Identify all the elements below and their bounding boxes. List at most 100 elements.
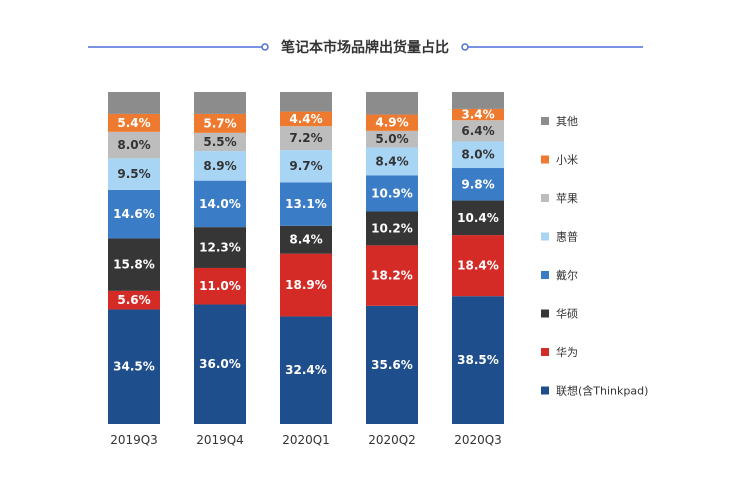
- x-tick-label: 2019Q3: [110, 433, 158, 447]
- bar-segment: [280, 111, 332, 127]
- legend-swatch: [541, 117, 549, 125]
- x-tick-label: 2020Q2: [368, 433, 416, 447]
- bar-segment: [280, 182, 332, 226]
- bar-segment: [452, 141, 504, 169]
- bar-segment: [366, 92, 418, 115]
- bar-data-label: 8.9%: [203, 159, 236, 173]
- bar-data-label: 18.2%: [371, 269, 413, 283]
- bar-segment: [108, 158, 160, 190]
- legend-swatch: [541, 386, 549, 395]
- x-tick-label: 2020Q3: [454, 433, 502, 447]
- bar-data-label: 13.1%: [285, 197, 327, 211]
- bar-segment: [366, 245, 418, 306]
- bar-segment: [366, 305, 418, 424]
- bar-data-label: 14.0%: [199, 197, 241, 211]
- bar-segment: [108, 290, 160, 310]
- bar-segment: [452, 168, 504, 201]
- bar-segment: [280, 316, 332, 424]
- bar-data-label: 3.4%: [461, 108, 494, 122]
- bar-data-label: 9.8%: [461, 177, 494, 191]
- bar-data-label: 4.9%: [375, 116, 408, 130]
- bar-data-label: 10.2%: [371, 221, 413, 235]
- bar-segment: [108, 189, 160, 239]
- bar-data-label: 9.5%: [117, 167, 150, 181]
- bar-data-label: 15.8%: [113, 258, 155, 272]
- bar-segment: [280, 253, 332, 317]
- bar-segment: [108, 131, 160, 159]
- bar-data-label: 10.9%: [371, 186, 413, 200]
- bar-segment: [194, 304, 246, 424]
- bar-segment: [194, 151, 246, 181]
- legend-label: 华硕: [556, 307, 578, 321]
- legend-label: 联想(含Thinkpad): [556, 384, 648, 398]
- bar-segment: [452, 120, 504, 142]
- legend-swatch: [541, 271, 549, 279]
- bar-segment: [366, 114, 418, 131]
- legend-label: 小米: [556, 154, 578, 167]
- bar-segment: [194, 180, 246, 228]
- bar-data-label: 35.6%: [371, 358, 413, 372]
- bar-data-label: 36.0%: [199, 357, 241, 371]
- bar-data-label: 9.7%: [289, 159, 322, 173]
- bar-data-label: 18.9%: [285, 278, 327, 292]
- bar-data-label: 8.4%: [289, 233, 322, 247]
- chart-title: 笔记本市场品牌出货量占比: [281, 39, 449, 56]
- title-decoration-dot-left: [261, 43, 269, 51]
- bar-segment: [280, 126, 332, 151]
- bars-group: 34.5% 5.6% 15.8% 14.6% 9.5% 8.0% 5.4% 36.0% 11.0…: [108, 92, 504, 424]
- legend-swatch: [541, 155, 549, 164]
- bar-segment: [108, 238, 160, 291]
- bar-data-label: 5.5%: [203, 135, 236, 149]
- bar-data-label: 14.6%: [113, 207, 155, 221]
- x-tick-label: 2019Q4: [196, 433, 244, 447]
- bar-segment: [366, 130, 418, 148]
- bar-segment: [194, 132, 246, 152]
- bar-data-label: 12.3%: [199, 241, 241, 255]
- bar-segment: [194, 227, 246, 268]
- bar-segment: [108, 92, 160, 114]
- bar-segment: [194, 92, 246, 114]
- legend-label: 华为: [556, 345, 578, 359]
- bar-segment: [452, 235, 504, 297]
- bar-segment: [452, 108, 504, 121]
- bar-segment: [108, 113, 160, 132]
- bar-segment: [194, 113, 246, 133]
- bar-segment: [452, 200, 504, 236]
- bar-data-label: 5.6%: [117, 293, 150, 307]
- bar-data-label: 7.2%: [289, 131, 322, 145]
- bar-segment: [366, 175, 418, 212]
- chart-title-group: 笔记本市场品牌出货量占比: [88, 39, 643, 56]
- bar-data-label: 5.4%: [117, 116, 150, 130]
- x-axis: 2019Q3 2019Q4 2020Q1 2020Q2 2020Q3: [110, 433, 502, 447]
- bar-segment: [452, 296, 504, 424]
- legend-swatch: [541, 348, 549, 356]
- bar-segment: [452, 92, 504, 109]
- bar-data-label: 5.0%: [375, 132, 408, 146]
- bar-data-label: 8.4%: [375, 154, 408, 168]
- bar-data-label: 8.0%: [461, 148, 494, 162]
- bar-data-label: 4.4%: [289, 112, 322, 126]
- bar-segment: [280, 150, 332, 183]
- bar-segment: [194, 267, 246, 305]
- legend-swatch: [541, 232, 549, 241]
- legend-label: 苹果: [556, 191, 578, 205]
- bar-segment: [366, 211, 418, 246]
- legend-swatch: [541, 309, 549, 318]
- bar-segment: [280, 92, 332, 112]
- bar-data-label: 34.5%: [113, 360, 155, 374]
- legend-label: 戴尔: [556, 268, 578, 282]
- bar-data-label: 32.4%: [285, 363, 327, 377]
- title-decoration-dot-right: [461, 43, 469, 51]
- bar-data-label: 18.4%: [457, 259, 499, 273]
- bar-data-label: 38.5%: [457, 353, 499, 367]
- legend-label: 其他: [556, 115, 578, 128]
- bar-data-label: 8.0%: [117, 138, 150, 152]
- legend-swatch: [541, 194, 549, 202]
- bar-segment: [108, 309, 160, 424]
- x-tick-label: 2020Q1: [282, 433, 330, 447]
- bar-data-label: 11.0%: [199, 279, 241, 293]
- bar-segment: [280, 225, 332, 254]
- legend-label: 惠普: [556, 230, 578, 244]
